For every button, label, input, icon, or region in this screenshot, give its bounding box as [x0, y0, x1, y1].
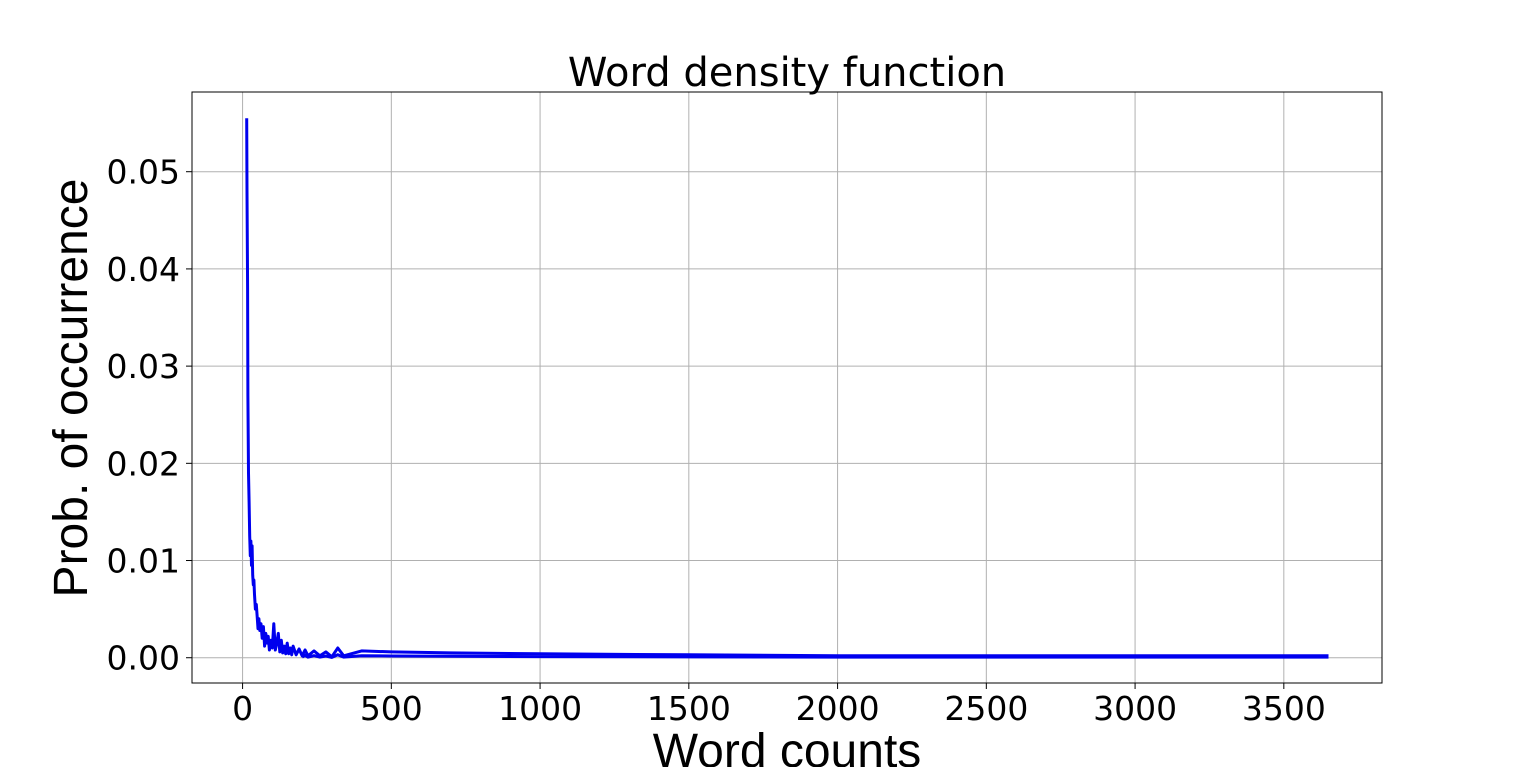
chart-title: Word density function: [568, 50, 1006, 96]
x-tick-label: 3500: [1242, 689, 1326, 728]
x-tick-label: 1000: [498, 689, 582, 728]
x-tick-label: 2500: [944, 689, 1028, 728]
grid-layer: [192, 92, 1382, 683]
plot-frame: [191, 91, 1383, 684]
y-tick-label: 0.03: [107, 347, 180, 386]
y-tick-label: 0.02: [107, 444, 180, 483]
density-line: [245, 118, 1329, 659]
x-tick-label: 500: [360, 689, 423, 728]
y-axis-label: Prob. of occurrence: [45, 179, 98, 598]
series-layer: [245, 118, 1329, 659]
x-tick-label: 0: [232, 689, 253, 728]
y-tick-label: 0.01: [107, 542, 180, 581]
x-tick-label: 1500: [647, 689, 731, 728]
y-tick-label: 0.04: [107, 250, 180, 289]
y-tick-label: 0.00: [107, 639, 180, 678]
tick-layer: 0 500 1000 1500 2000 2500 3000 3500 0.00 0.01 0.02…: [107, 153, 1326, 728]
x-tick-label: 2000: [796, 689, 880, 728]
y-tick-label: 0.05: [107, 153, 180, 192]
x-axis-label: Word counts: [653, 725, 922, 767]
x-tick-label: 3000: [1093, 689, 1177, 728]
density-line-tail: [301, 653, 1329, 659]
